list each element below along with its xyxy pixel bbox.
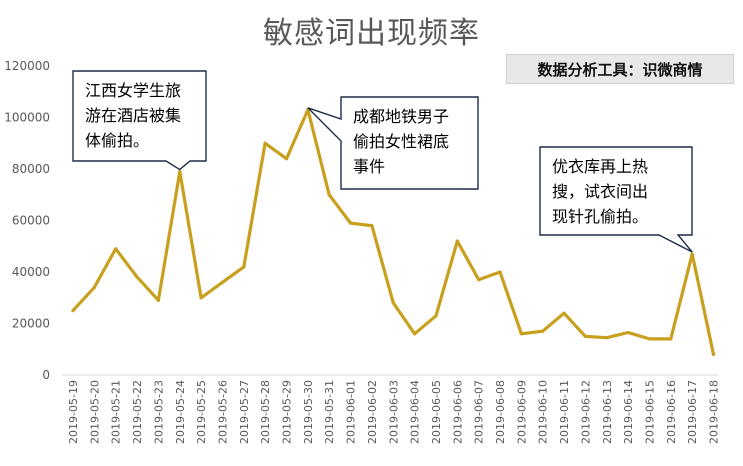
data-point <box>199 296 203 300</box>
data-point <box>71 309 75 313</box>
data-point <box>263 141 267 145</box>
data-point <box>327 193 331 197</box>
data-point <box>541 329 545 333</box>
data-point <box>626 330 630 335</box>
x-tick-label: 2019-05-22 <box>131 380 144 444</box>
x-tick-label: 2019-05-20 <box>88 380 101 444</box>
callout-text-line: 事件 <box>353 157 385 176</box>
x-tick-label: 2019-06-06 <box>451 380 464 444</box>
chart-title: 敏感词出现频率 <box>263 16 480 51</box>
x-tick-label: 2019-05-28 <box>259 380 272 444</box>
data-point <box>498 270 502 274</box>
x-tick-label: 2019-06-08 <box>494 380 507 444</box>
callout-text-line: 搜，试衣间出 <box>552 182 648 201</box>
x-tick-label: 2019-06-15 <box>643 380 656 444</box>
x-tick-label: 2019-05-23 <box>152 380 165 444</box>
data-point <box>647 337 652 341</box>
data-point <box>391 301 395 305</box>
x-tick-label: 2019-05-29 <box>281 380 294 444</box>
x-tick-label: 2019-06-11 <box>558 380 571 444</box>
data-point <box>519 332 523 336</box>
data-point <box>434 314 438 318</box>
data-point <box>220 280 225 284</box>
y-tick-label: 100000 <box>4 111 50 125</box>
data-point <box>242 265 246 269</box>
data-point <box>562 311 566 315</box>
x-tick-label: 2019-05-21 <box>110 380 123 444</box>
data-point <box>455 239 459 243</box>
callout-box <box>307 96 479 190</box>
data-point <box>284 157 289 161</box>
x-tick-label: 2019-05-30 <box>302 380 315 444</box>
y-tick-label: 80000 <box>12 162 50 176</box>
x-tick-label: 2019-05-25 <box>195 380 208 444</box>
data-point <box>669 337 673 341</box>
x-tick-label: 2019-06-07 <box>473 380 486 444</box>
data-point <box>690 252 694 256</box>
data-source-label: 数据分析工具：识微商情 <box>506 54 734 84</box>
callout-text-line: 江西女学生旅 <box>85 81 181 100</box>
x-tick-label: 2019-06-18 <box>708 380 721 444</box>
data-point <box>114 247 118 251</box>
data-point <box>370 224 374 228</box>
x-tick-label: 2019-06-14 <box>622 380 635 444</box>
x-tick-label: 2019-05-24 <box>174 380 187 444</box>
x-tick-label: 2019-06-17 <box>686 380 699 444</box>
callout-box <box>539 146 693 253</box>
data-point <box>711 352 716 356</box>
data-point <box>178 169 182 174</box>
x-tick-label: 2019-05-27 <box>238 380 251 444</box>
callout-text-line: 现针孔偷拍。 <box>552 207 648 226</box>
callout-text-line: 体偷拍。 <box>85 131 149 150</box>
callout-text-line: 偷拍女性裙底 <box>353 132 449 151</box>
callout-text-line: 成都地铁男子 <box>353 107 449 126</box>
data-point <box>156 298 160 302</box>
x-tick-label: 2019-05-31 <box>323 380 336 444</box>
x-tick-label: 2019-06-12 <box>579 380 592 444</box>
x-tick-label: 2019-06-09 <box>515 380 528 444</box>
y-tick-label: 0 <box>42 368 50 382</box>
data-point <box>413 332 417 336</box>
x-tick-label: 2019-06-10 <box>537 380 550 444</box>
callout-box <box>72 70 207 171</box>
data-point <box>348 221 353 225</box>
y-tick-label: 120000 <box>4 59 50 73</box>
y-tick-label: 40000 <box>12 265 50 279</box>
data-point <box>477 278 481 282</box>
y-tick-label: 20000 <box>12 317 50 331</box>
data-point <box>92 285 96 290</box>
x-tick-label: 2019-05-19 <box>67 380 80 444</box>
x-tick-label: 2019-06-13 <box>601 380 614 444</box>
x-tick-label: 2019-06-02 <box>366 380 379 444</box>
x-tick-label: 2019-06-04 <box>409 380 422 444</box>
data-point <box>135 275 139 279</box>
x-tick-label: 2019-06-01 <box>345 380 358 444</box>
x-tick-label: 2019-06-03 <box>387 380 400 444</box>
x-tick-label: 2019-06-05 <box>430 380 443 444</box>
data-point <box>583 334 588 338</box>
x-tick-label: 2019-06-16 <box>665 380 678 444</box>
callout-text-line: 游在酒店被集 <box>85 106 181 125</box>
data-point <box>605 336 609 340</box>
y-tick-label: 60000 <box>12 214 50 228</box>
callout-text-line: 优衣库再上热 <box>552 157 648 176</box>
x-tick-label: 2019-05-26 <box>216 380 229 444</box>
